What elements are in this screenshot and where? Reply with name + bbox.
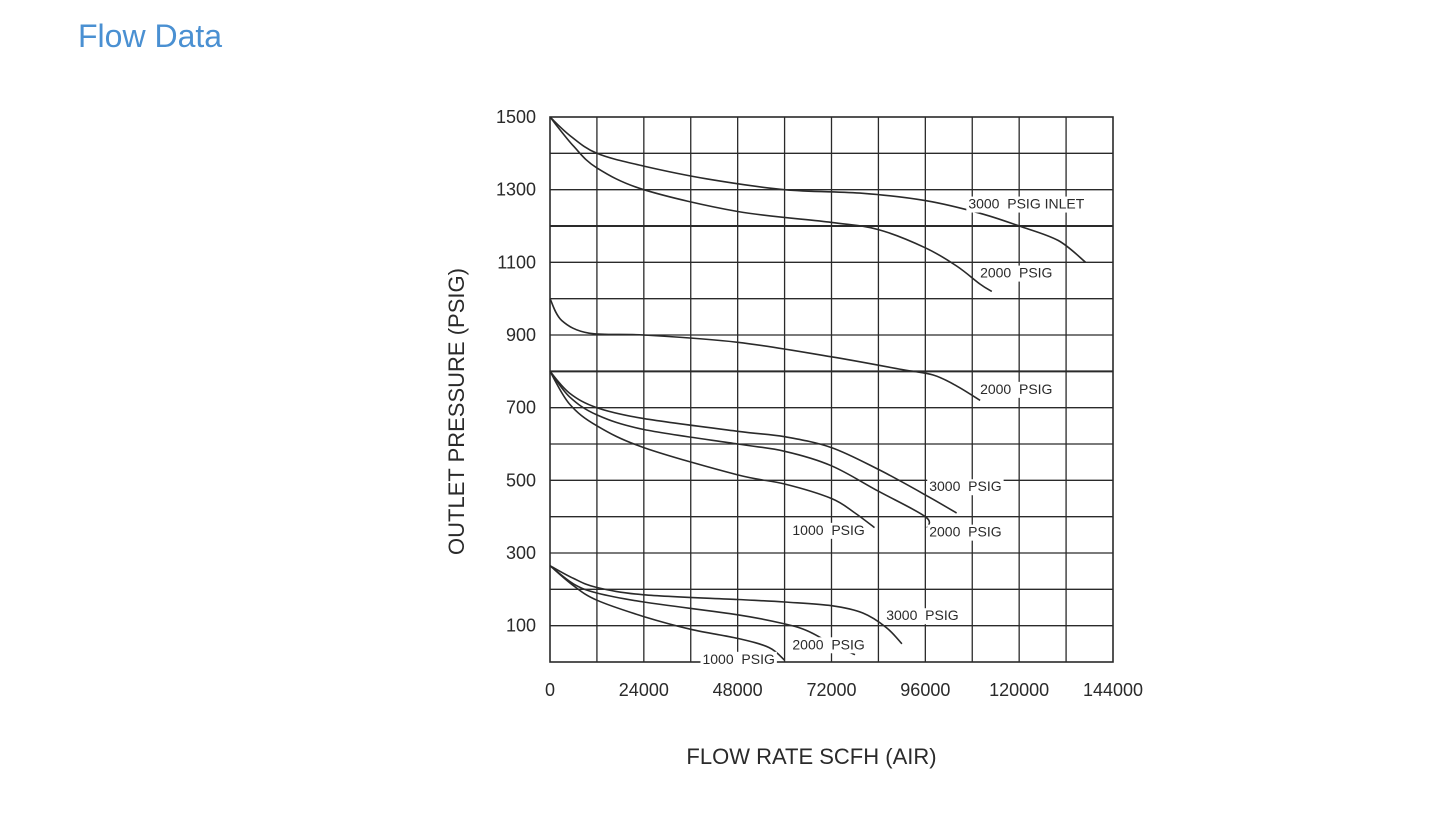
series-label-background <box>966 196 1087 213</box>
series-label: 3000 PSIG <box>886 607 958 623</box>
page-title: Flow Data <box>78 18 223 54</box>
y-tick-label: 900 <box>506 325 536 345</box>
series-label-background <box>978 265 1055 282</box>
x-tick-label: 24000 <box>619 680 669 700</box>
x-tick-label: 0 <box>545 680 555 700</box>
y-tick-label: 1500 <box>496 107 536 127</box>
series-label-background <box>700 651 777 668</box>
series-line <box>549 370 931 528</box>
series-label: 1000 PSIG <box>702 651 774 667</box>
y-tick-label: 100 <box>506 616 536 636</box>
series-label-background <box>790 637 867 654</box>
y-tick-label: 1300 <box>496 180 536 200</box>
series-line <box>549 370 957 514</box>
x-tick-label: 120000 <box>989 680 1049 700</box>
series-label: 2000 PSIG <box>980 265 1052 281</box>
series-line <box>549 565 786 661</box>
x-tick-label: 72000 <box>806 680 856 700</box>
series-label: 3000 PSIG <box>929 478 1001 494</box>
x-axis-title: FLOW RATE SCFH (AIR) <box>686 744 936 769</box>
series-label-background <box>927 524 1004 541</box>
y-tick-label: 1100 <box>497 252 536 272</box>
series-line <box>549 116 993 293</box>
series-label: 2000 PSIG <box>792 636 864 652</box>
y-axis-title: OUTLET PRESSURE (PSIG) <box>444 268 469 555</box>
series-line <box>549 370 875 529</box>
x-tick-label: 144000 <box>1083 680 1143 700</box>
series-line <box>549 564 903 645</box>
series-line <box>549 298 981 402</box>
x-tick-label: 48000 <box>713 680 763 700</box>
series-label: 3000 PSIG INLET <box>968 196 1084 212</box>
plot-frame <box>549 116 1114 663</box>
series-label-background <box>790 522 867 539</box>
series-label: 2000 PSIG <box>929 524 1001 540</box>
series-label: 2000 PSIG <box>980 381 1052 397</box>
y-tick-label: 300 <box>506 543 536 563</box>
x-tick-label: 96000 <box>900 680 950 700</box>
series-label-background <box>927 479 1004 496</box>
series-line <box>549 116 1087 263</box>
series-label-background <box>978 381 1055 398</box>
series-label-background <box>884 608 961 625</box>
y-tick-label: 500 <box>506 470 536 490</box>
y-tick-label: 700 <box>506 398 536 418</box>
series-label: 1000 PSIG <box>792 522 864 538</box>
